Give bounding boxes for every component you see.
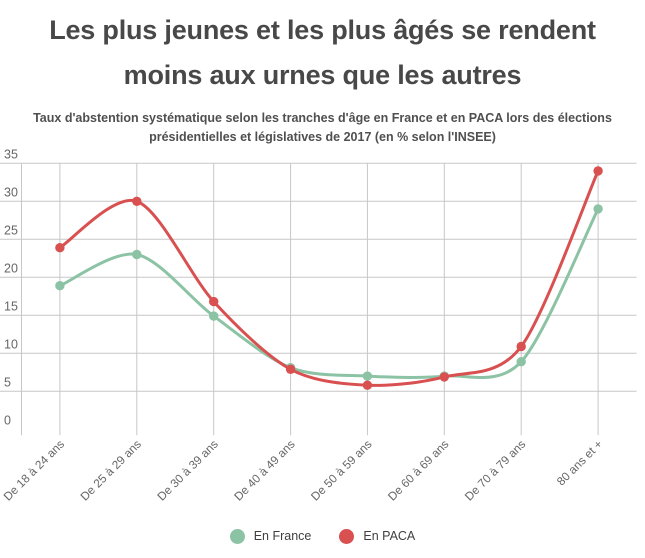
chart-subtitle: Taux d'abstention systématique selon les… (33, 111, 612, 144)
chart-canvas: 0 5 10 15 20 25 30 35 De 18 à 24 ans De 25 à 29 a… (0, 147, 637, 504)
data-point-1[interactable] (516, 341, 526, 352)
legend-dot-en-france-icon (229, 528, 245, 544)
data-point-1[interactable] (362, 380, 373, 390)
y-axis-label: 0 (4, 413, 11, 427)
x-axis-label: De 50 à 59 ans (308, 437, 375, 504)
x-axis-label: De 18 à 24 ans (1, 437, 68, 504)
x-axis-label: De 70 à 79 ans (462, 437, 529, 504)
x-axis-label: De 60 à 69 ans (385, 437, 452, 504)
page-header: Les plus jeunes et les plus âgés se rend… (0, 8, 645, 147)
data-point-0[interactable] (516, 357, 526, 367)
legend-label-en-france: En France (253, 529, 312, 543)
data-point-0[interactable] (132, 249, 142, 260)
data-point-1[interactable] (209, 296, 219, 307)
y-axis-label: 10 (4, 337, 18, 351)
legend-item-en-france[interactable]: En France (229, 528, 312, 544)
x-axis-label: 80 ans et + (554, 437, 605, 488)
data-point-1[interactable] (132, 196, 142, 206)
data-point-0[interactable] (55, 281, 65, 291)
y-axis-label: 30 (4, 185, 18, 199)
data-point-0[interactable] (362, 371, 373, 381)
line-chart: 0 5 10 15 20 25 30 35 De 18 à 24 ans De 25 à 29 a… (0, 147, 645, 526)
legend-item-en-paca[interactable]: En PACA (339, 528, 416, 544)
legend-dot-en-paca-icon (339, 528, 355, 544)
data-point-1[interactable] (55, 243, 65, 253)
data-point-1[interactable] (439, 372, 449, 382)
y-axis-label: 15 (4, 299, 18, 313)
legend-label-en-paca: En PACA (363, 529, 416, 543)
x-axis-label: De 30 à 39 ans (154, 437, 221, 504)
x-axis-label: De 25 à 29 ans (77, 437, 144, 504)
x-axis-label: De 40 à 49 ans (231, 437, 298, 504)
y-axis-label: 35 (4, 147, 18, 161)
y-axis-label: 5 (4, 375, 11, 389)
page-title: Les plus jeunes et les plus âgés se rend… (49, 15, 596, 90)
y-axis-label: 20 (4, 261, 18, 275)
data-point-1[interactable] (285, 364, 296, 374)
data-point-0[interactable] (209, 311, 219, 321)
chart-legend: En France En PACA (0, 527, 645, 545)
data-point-1[interactable] (593, 166, 603, 176)
data-point-0[interactable] (593, 204, 603, 214)
y-axis-label: 25 (4, 223, 18, 237)
